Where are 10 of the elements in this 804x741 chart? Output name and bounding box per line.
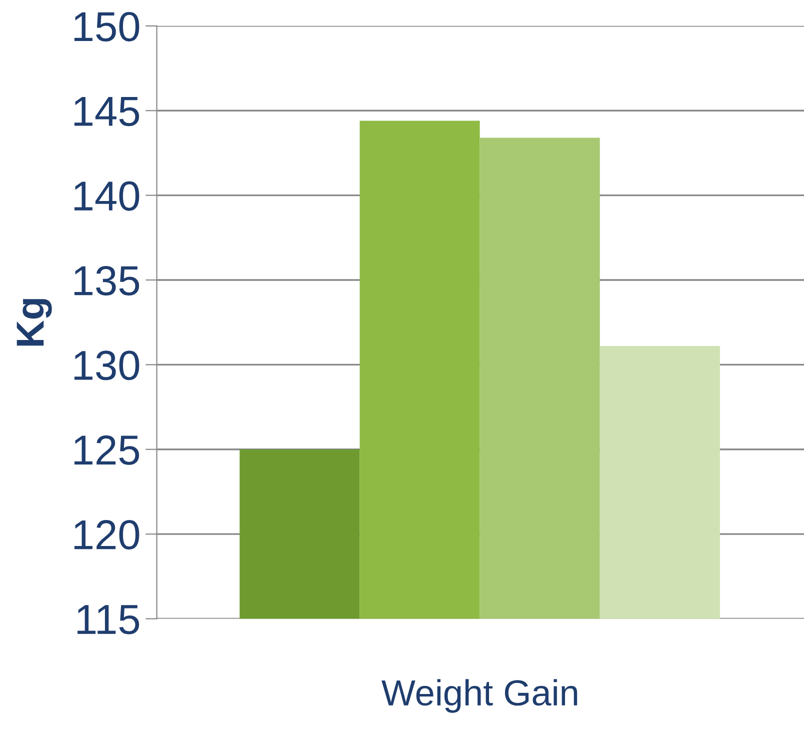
x-axis-title: Weight Gain — [382, 679, 578, 713]
y-tick-label: 130 — [74, 350, 140, 380]
y-axis-title: Kg — [16, 299, 52, 346]
y-tick-label: 120 — [74, 520, 140, 550]
y-tick-label: 115 — [78, 605, 140, 634]
y-tick-label: 145 — [74, 97, 140, 126]
y-tick-label: 125 — [74, 435, 140, 465]
y-tick-label: 135 — [74, 266, 140, 296]
y-tick-label: 140 — [74, 181, 140, 211]
y-tick-label: 150 — [74, 12, 140, 42]
